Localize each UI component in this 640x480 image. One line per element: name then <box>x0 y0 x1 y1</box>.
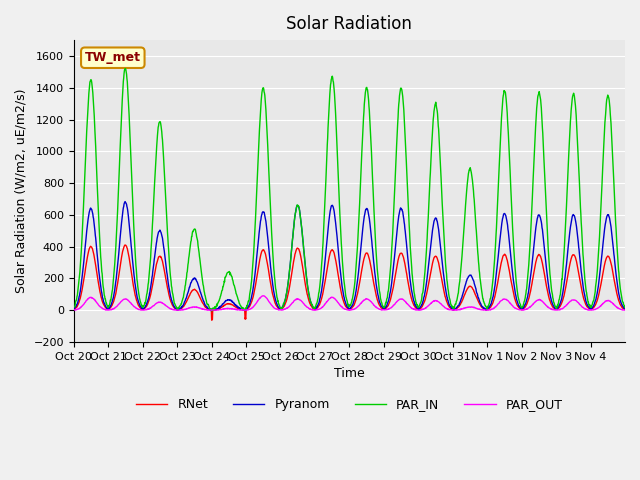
Pyranom <box>207 308 215 313</box>
RNet <box>480 306 488 312</box>
Pyranom <box>561 277 568 283</box>
Pyranom <box>621 306 629 312</box>
PAR_IN <box>561 239 568 244</box>
PAR_OUT <box>621 307 629 313</box>
Line: PAR_OUT: PAR_OUT <box>74 296 625 310</box>
Text: TW_met: TW_met <box>85 51 141 64</box>
PAR_IN <box>70 304 77 310</box>
PAR_OUT <box>561 304 568 310</box>
Line: RNet: RNet <box>74 245 625 320</box>
RNet <box>335 281 343 287</box>
X-axis label: Time: Time <box>334 367 365 380</box>
RNet <box>157 253 164 259</box>
RNet <box>122 242 129 248</box>
PAR_OUT <box>335 301 343 307</box>
PAR_OUT <box>156 299 164 305</box>
RNet <box>208 317 216 323</box>
PAR_IN <box>621 303 629 309</box>
PAR_OUT <box>173 307 180 313</box>
PAR_IN <box>335 203 343 208</box>
PAR_IN <box>157 119 164 125</box>
PAR_IN <box>325 105 333 110</box>
Line: PAR_IN: PAR_IN <box>74 69 625 311</box>
Pyranom <box>157 228 164 234</box>
Title: Solar Radiation: Solar Radiation <box>287 15 412 33</box>
RNet <box>325 254 333 260</box>
PAR_OUT <box>260 293 268 299</box>
Y-axis label: Solar Radiation (W/m2, uE/m2/s): Solar Radiation (W/m2, uE/m2/s) <box>15 89 28 293</box>
PAR_IN <box>480 299 488 305</box>
RNet <box>614 297 622 303</box>
Legend: RNet, Pyranom, PAR_IN, PAR_OUT: RNet, Pyranom, PAR_IN, PAR_OUT <box>131 394 568 417</box>
RNet <box>621 306 629 312</box>
Pyranom <box>70 306 77 312</box>
PAR_OUT <box>325 296 333 302</box>
Pyranom <box>122 199 129 204</box>
PAR_IN <box>122 66 129 72</box>
Line: Pyranom: Pyranom <box>74 202 625 311</box>
PAR_OUT <box>480 307 488 312</box>
RNet <box>561 290 568 296</box>
RNet <box>70 306 77 312</box>
PAR_IN <box>614 267 622 273</box>
Pyranom <box>614 289 622 295</box>
PAR_OUT <box>70 307 77 313</box>
PAR_IN <box>208 308 216 314</box>
Pyranom <box>480 305 488 311</box>
Pyranom <box>325 216 333 222</box>
PAR_OUT <box>614 305 622 311</box>
Pyranom <box>335 261 343 266</box>
